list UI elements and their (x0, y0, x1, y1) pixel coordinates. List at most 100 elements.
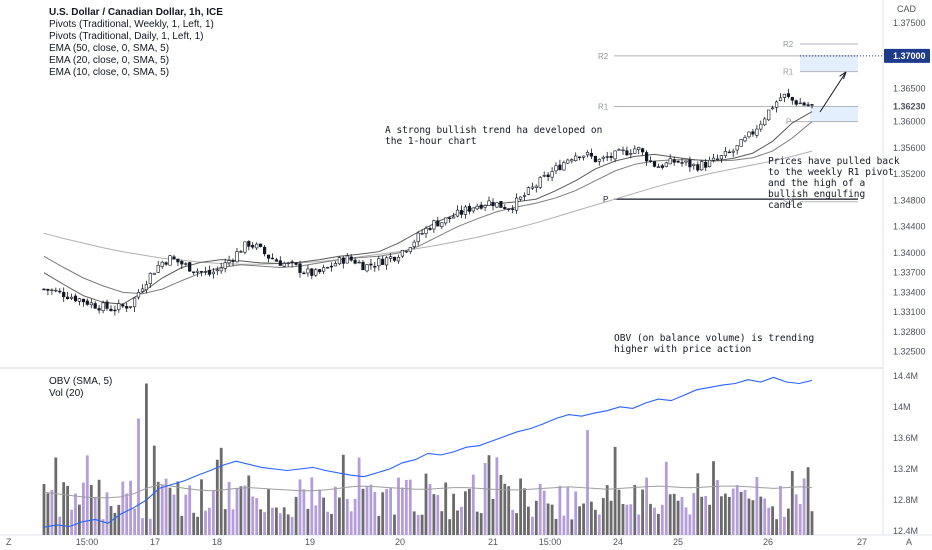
time-tick-label: 19 (305, 537, 315, 547)
volume-bar (661, 505, 664, 535)
candle-body (51, 290, 54, 291)
candle-body (358, 262, 361, 263)
candle-body (106, 302, 109, 308)
pivot-label-r1: R1 (598, 102, 609, 111)
volume-axis: 14.4M 14M 13.6M 13.2M 12.8M 12.4M (893, 371, 918, 536)
candle-body (405, 251, 408, 252)
candle-body (444, 218, 447, 223)
volume-bar (334, 487, 337, 535)
candle-body (484, 205, 487, 207)
annotation-pullback-line-2: to the weekly R1 pivot (768, 167, 894, 178)
volume-tick-label: 12.8M (893, 495, 918, 505)
candle-body (338, 258, 341, 264)
time-tick-label: 26 (763, 537, 773, 547)
volume-bar (511, 510, 514, 535)
volume-bar (570, 519, 573, 535)
volume-bar (606, 485, 609, 535)
price-axis: 1.375001.365001.360001.356001.352001.348… (884, 18, 930, 357)
volume-bar (51, 490, 54, 535)
volume-bar (472, 475, 475, 535)
volume-bar (555, 519, 558, 535)
volume-bar (90, 485, 93, 535)
candle-body (98, 309, 101, 311)
volume-bar (736, 485, 739, 535)
volume-bar (271, 508, 274, 535)
volume-bar (409, 480, 412, 535)
annotation-pullback-line-5: candle (768, 200, 803, 211)
candle-body (409, 248, 412, 252)
volume-bar (208, 508, 211, 535)
legend-vol: Vol (20) (49, 388, 83, 399)
volume-tick-label: 12.4M (893, 526, 918, 536)
volume-bar (330, 514, 333, 535)
candle-body (515, 198, 518, 210)
price-tick-label: 1.33700 (893, 268, 926, 278)
candle-body (429, 228, 432, 229)
candle-body (263, 247, 266, 254)
candle-body (74, 296, 77, 301)
volume-bar (551, 505, 554, 535)
volume-bar (673, 494, 676, 535)
price-tick-label: 1.34000 (893, 248, 926, 258)
volume-bar (614, 447, 617, 535)
annotation-obv-line-1: OBV (on balance volume) is trending (614, 333, 814, 344)
candle-body (291, 262, 294, 263)
volume-bar (744, 490, 747, 535)
volume-bar (791, 471, 794, 535)
candle-body (66, 297, 69, 299)
volume-bar (66, 486, 69, 535)
time-tick-label: 21 (488, 537, 498, 547)
candle-body (259, 244, 262, 247)
volume-bar (704, 496, 707, 535)
candle-body (441, 223, 444, 227)
candle-body (385, 258, 388, 265)
candle-body (118, 304, 121, 310)
candle-body (630, 153, 633, 154)
zoom-icon[interactable]: Z (6, 537, 12, 547)
candle-body (669, 159, 672, 164)
volume-bar (184, 495, 187, 535)
volume-bar (177, 482, 180, 536)
volume-bar (192, 513, 195, 535)
candle-body (362, 262, 365, 270)
time-tick-label: 18 (212, 537, 222, 547)
candle-body (760, 124, 763, 129)
pivot-label-r1: R1 (783, 68, 794, 77)
volume-bar (732, 489, 735, 535)
candle-body (586, 152, 589, 155)
price-tick-label: 1.35600 (893, 143, 926, 153)
volume-bar (377, 516, 380, 535)
auto-scale-button[interactable]: A (906, 537, 912, 547)
candle-body (161, 262, 164, 266)
candle-body (720, 156, 723, 159)
volume-bar (397, 478, 400, 535)
candle-body (661, 166, 664, 168)
candle-body (539, 178, 542, 188)
candle-body (574, 156, 577, 161)
price-tick-label: 1.33100 (893, 307, 926, 317)
volume-bar (106, 492, 109, 535)
candle-body (188, 263, 191, 272)
candle-body (208, 270, 211, 274)
price-tick-label: 1.32500 (893, 347, 926, 357)
volume-bar (220, 448, 223, 535)
volume-bar (425, 474, 428, 535)
candle-body (173, 257, 176, 259)
volume-bar (216, 460, 219, 535)
candle-body (204, 272, 207, 273)
volume-bar (460, 507, 463, 535)
candle-body (401, 250, 404, 256)
candle-body (756, 129, 759, 135)
volume-bar (196, 517, 199, 535)
volume-bar (236, 488, 239, 535)
candle-body (315, 270, 318, 276)
volume-bar (610, 501, 613, 535)
candle-body (228, 261, 231, 263)
candle-body (507, 209, 510, 210)
volume-bar (586, 430, 589, 535)
candle-body (224, 263, 227, 269)
volume-bar (637, 515, 640, 536)
volume-bar (373, 492, 376, 535)
volume-bar (657, 514, 660, 535)
candle-body (606, 157, 609, 158)
